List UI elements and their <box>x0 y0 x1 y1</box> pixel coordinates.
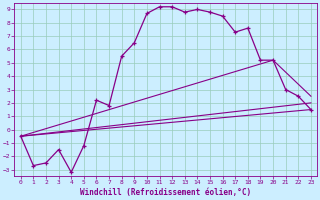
X-axis label: Windchill (Refroidissement éolien,°C): Windchill (Refroidissement éolien,°C) <box>80 188 252 197</box>
